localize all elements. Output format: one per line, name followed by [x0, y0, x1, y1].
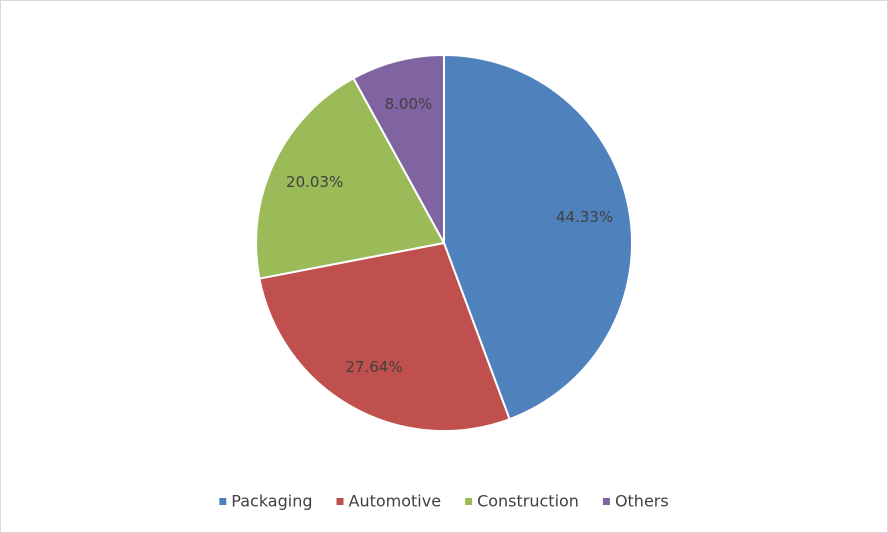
- data-label: 44.33%: [556, 208, 613, 226]
- legend-label: Automotive: [349, 492, 442, 511]
- legend-marker: [336, 498, 344, 505]
- data-label: 27.64%: [345, 358, 402, 376]
- legend-marker: [465, 498, 473, 505]
- pie-slice: [258, 241, 511, 432]
- data-label: 20.03%: [286, 173, 343, 191]
- legend-label: Construction: [477, 492, 579, 511]
- legend-marker: [219, 498, 227, 505]
- legend-marker: [602, 498, 610, 505]
- legend-label: Others: [615, 492, 669, 511]
- pie-slice: [255, 76, 446, 280]
- legend-label: Packaging: [231, 492, 312, 511]
- data-label: 8.00%: [385, 95, 433, 113]
- pie-slice: [443, 53, 633, 421]
- pie-slice: [352, 53, 445, 244]
